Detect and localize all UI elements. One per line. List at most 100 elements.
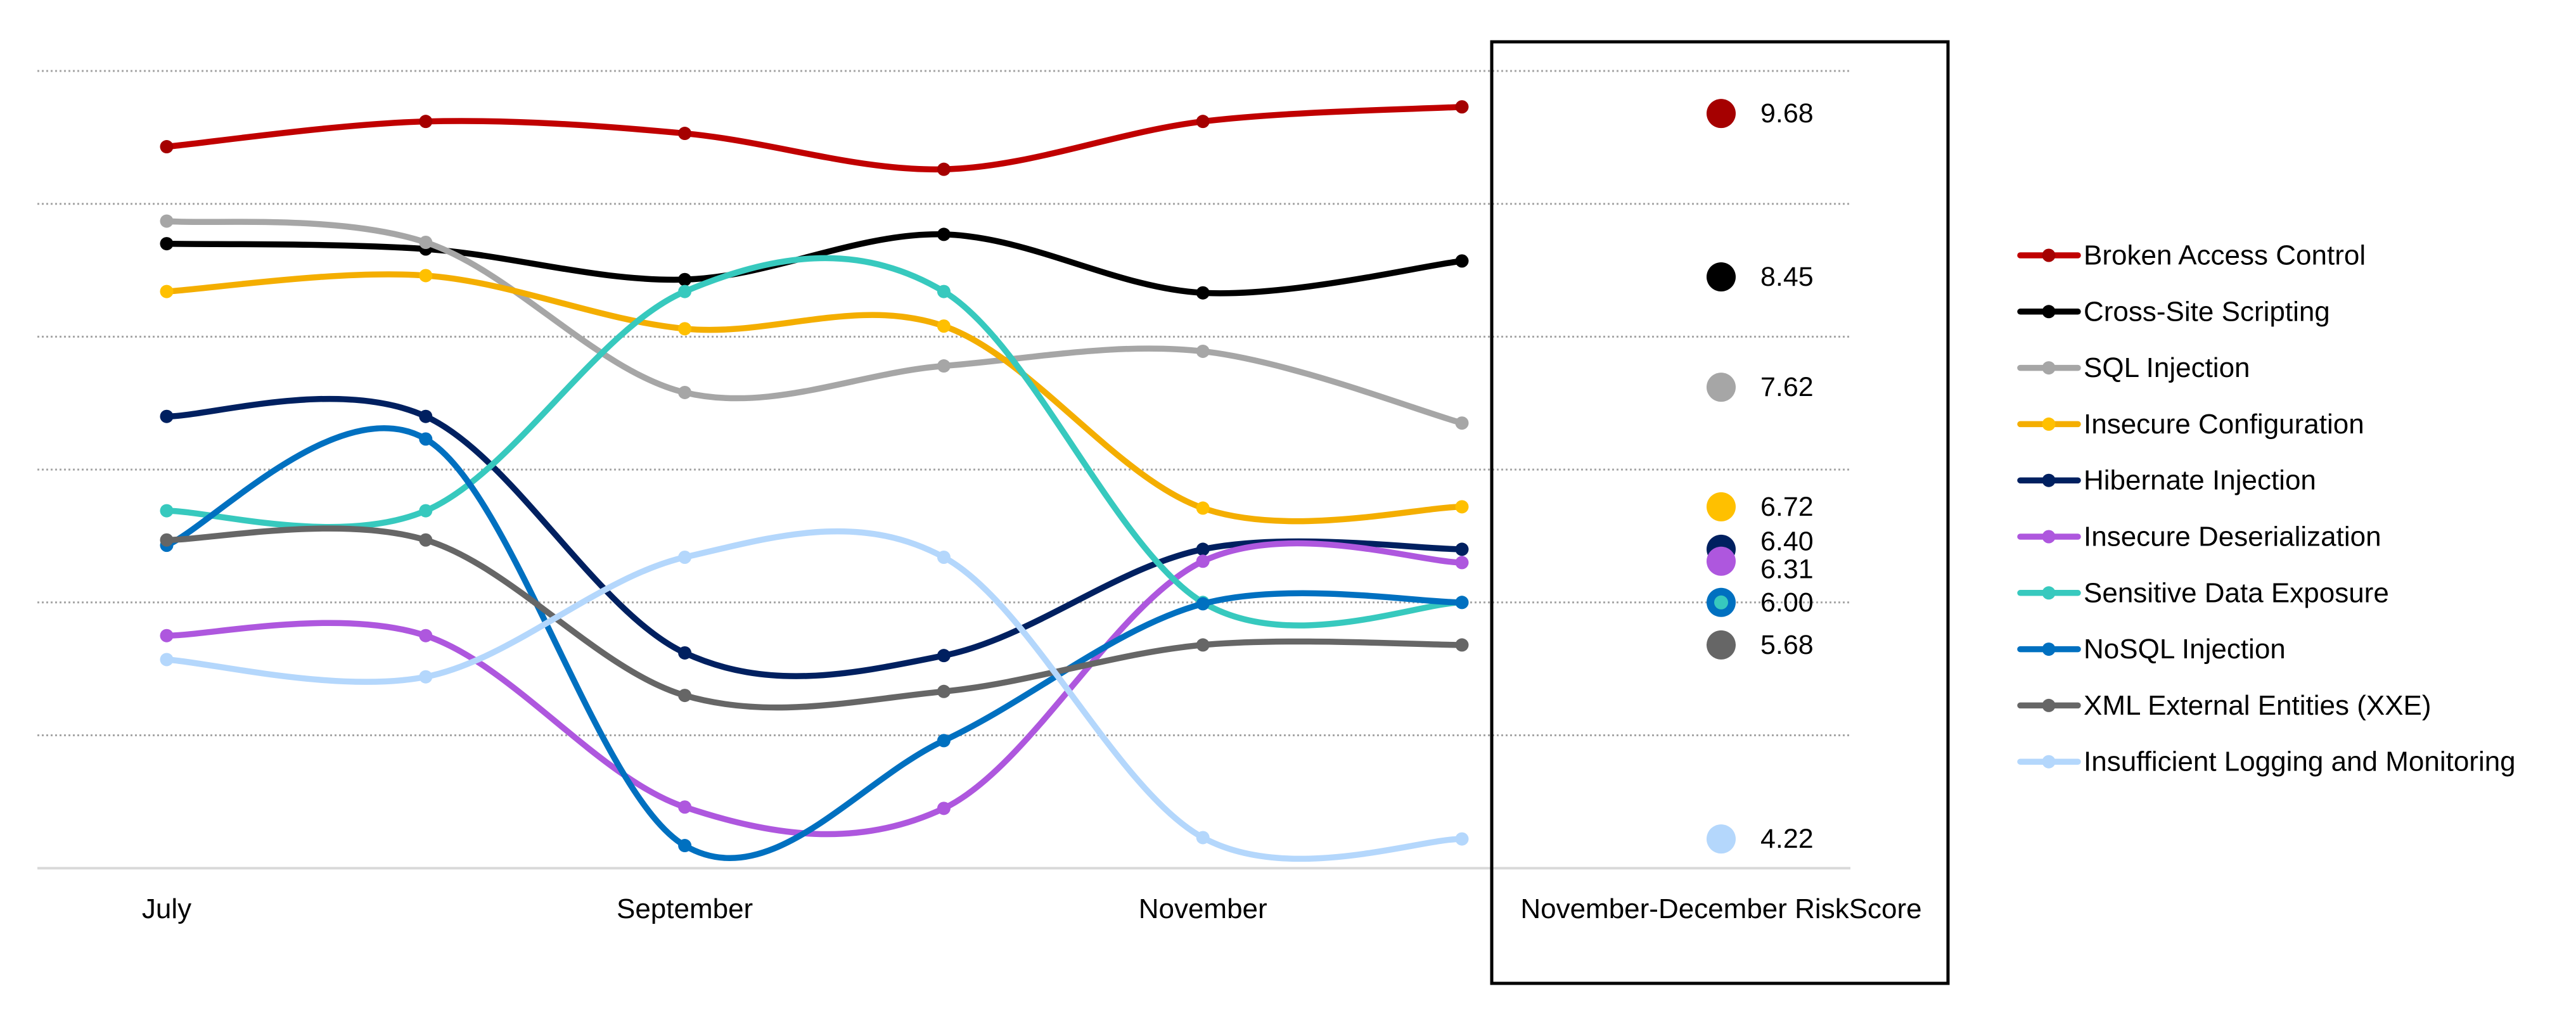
summary-value-label: 9.68: [1760, 98, 1814, 129]
data-point: [937, 284, 951, 298]
series-insecure-deserialization: [160, 540, 1469, 838]
data-point: [160, 533, 174, 547]
data-point: [1196, 286, 1210, 300]
legend-label: Broken Access Control: [2084, 240, 2366, 271]
summary-panel-border: [1490, 40, 1950, 985]
legend-item: NoSQL Injection: [2017, 634, 2286, 665]
data-point: [678, 839, 692, 853]
legend-marker-icon: [2042, 473, 2056, 487]
data-point: [1455, 254, 1469, 268]
legend-label: SQL Injection: [2084, 352, 2250, 383]
summary-marker: [1707, 824, 1736, 854]
data-point: [937, 649, 951, 663]
x-tick-label: November: [1139, 893, 1267, 924]
summary-panel-values: 9.68 8.45 7.62 6.72 6.406.316.00 5.68 4.22: [1760, 98, 1814, 854]
legend-marker-icon: [2042, 698, 2056, 712]
series-sql-injection: [160, 214, 1469, 430]
data-point: [1455, 500, 1469, 514]
data-point: [160, 214, 174, 228]
legend-label: Insufficient Logging and Monitoring: [2084, 746, 2516, 777]
data-point: [1455, 100, 1469, 114]
summary-value-label: 4.22: [1760, 824, 1814, 854]
series-xml-external-entities-xxe: [160, 525, 1469, 711]
data-point: [1455, 596, 1469, 610]
plot-area: [160, 100, 1469, 862]
legend-item: SQL Injection: [2017, 352, 2250, 383]
data-point: [1196, 554, 1210, 568]
series-line: [163, 528, 1465, 862]
data-point: [419, 409, 433, 423]
legend-label: Insecure Deserialization: [2084, 521, 2381, 553]
data-point: [1455, 416, 1469, 430]
legend: Broken Access Control Cross-Site Scriptin…: [2017, 240, 2516, 777]
summary-marker: [1714, 595, 1728, 610]
data-point: [160, 629, 174, 642]
data-point: [419, 629, 433, 642]
data-point: [1196, 115, 1210, 129]
summary-marker: [1707, 630, 1736, 660]
legend-label: Cross-Site Scripting: [2084, 296, 2330, 327]
data-point: [160, 653, 174, 667]
legend-item: Insecure Configuration: [2017, 409, 2364, 440]
data-point: [678, 800, 692, 814]
data-point: [1455, 638, 1469, 652]
series-line: [163, 540, 1465, 838]
series-cross-site-scripting: [160, 227, 1469, 300]
summary-marker: [1707, 546, 1736, 576]
data-point: [937, 359, 951, 373]
data-point: [160, 284, 174, 298]
series-line: [163, 525, 1465, 711]
data-point: [160, 409, 174, 423]
summary-value-label: 8.45: [1760, 262, 1814, 292]
legend-marker-icon: [2042, 530, 2056, 544]
data-point: [1196, 501, 1210, 515]
data-point: [1196, 597, 1210, 611]
legend-label: Insecure Configuration: [2084, 409, 2364, 440]
data-point: [678, 284, 692, 298]
series-line: [163, 103, 1465, 173]
data-point: [678, 551, 692, 565]
data-point: [937, 802, 951, 815]
legend-item: Broken Access Control: [2017, 240, 2366, 271]
data-point: [1196, 542, 1210, 556]
series-insecure-configuration: [160, 269, 1469, 525]
series-insufficient-logging-and-monitoring: [160, 528, 1469, 862]
data-point: [160, 237, 174, 251]
legend-item: XML External Entities (XXE): [2017, 690, 2432, 721]
data-point: [937, 162, 951, 176]
legend-item: Sensitive Data Exposure: [2017, 577, 2389, 608]
summary-value-label: 6.00: [1760, 587, 1814, 618]
data-point: [937, 319, 951, 333]
legend-item: Cross-Site Scripting: [2017, 296, 2330, 327]
data-point: [678, 646, 692, 660]
summary-value-label: 6.72: [1760, 492, 1814, 522]
summary-value-label: 7.62: [1760, 372, 1814, 402]
data-point: [1455, 556, 1469, 570]
legend-label: XML External Entities (XXE): [2084, 690, 2432, 721]
summary-value-label: 6.40: [1760, 526, 1814, 556]
data-point: [678, 272, 692, 286]
summary-panel-markers: [1707, 99, 1736, 854]
series-line: [163, 231, 1465, 297]
legend-item: Insecure Deserialization: [2017, 521, 2381, 553]
series-line: [163, 255, 1465, 629]
data-point: [1196, 638, 1210, 652]
legend-marker-icon: [2042, 361, 2056, 375]
summary-marker: [1707, 99, 1736, 129]
series-hibernate-injection: [160, 395, 1469, 679]
data-point: [419, 504, 433, 518]
data-point: [678, 127, 692, 141]
x-tick-labels: July September November: [142, 893, 1267, 924]
legend-marker-icon: [2042, 755, 2056, 769]
data-point: [1196, 831, 1210, 845]
summary-panel: 9.68 8.45 7.62 6.72 6.406.316.00 5.68 4.22 Nov…: [1490, 40, 1950, 985]
data-point: [419, 269, 433, 283]
legend-marker-icon: [2042, 248, 2056, 262]
legend-label: Hibernate Injection: [2084, 465, 2316, 496]
legend-marker-icon: [2042, 586, 2056, 600]
data-point: [419, 115, 433, 129]
legend-item: Insufficient Logging and Monitoring: [2017, 746, 2516, 777]
data-point: [1196, 344, 1210, 358]
summary-marker: [1707, 492, 1736, 521]
